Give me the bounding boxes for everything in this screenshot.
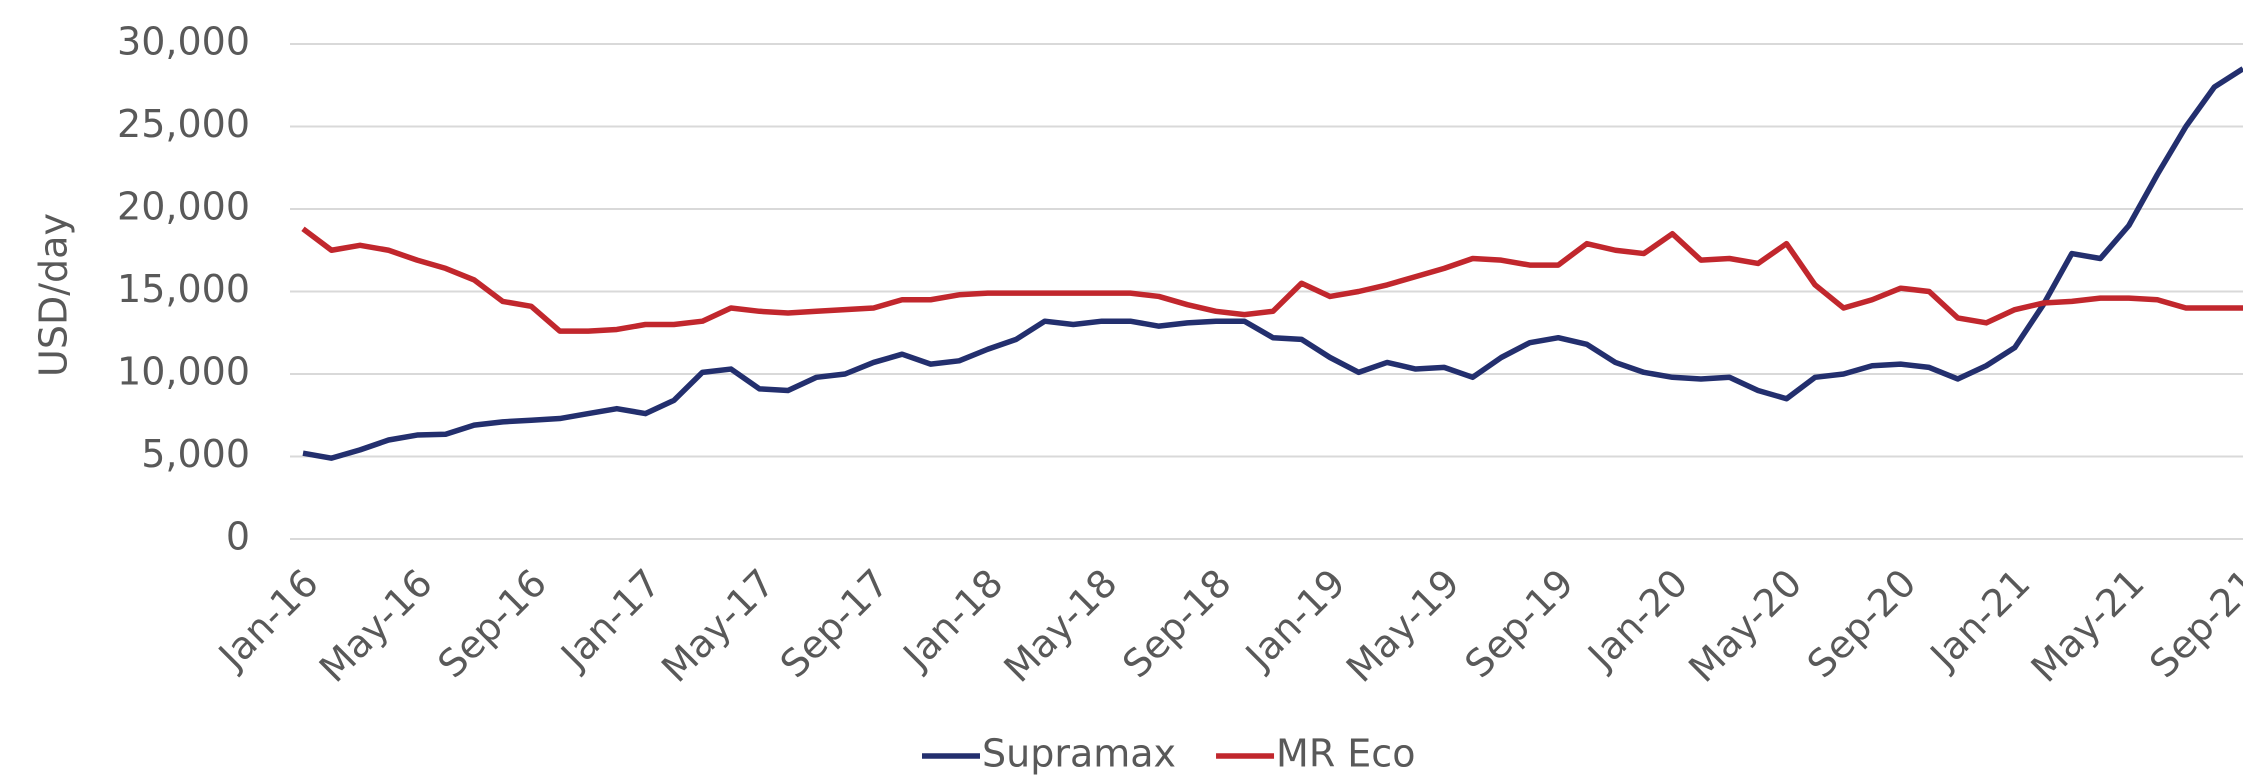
x-tick-label: Sep-17 xyxy=(772,561,898,687)
y-tick-label: 5,000 xyxy=(141,432,250,476)
x-tick-label: Sep-16 xyxy=(429,561,555,687)
y-axis-label: USD/day xyxy=(32,213,76,377)
x-tick-label: May-20 xyxy=(1680,561,1810,691)
line-series xyxy=(302,66,2243,461)
x-tick-label: Jan-20 xyxy=(1578,561,1696,679)
x-tick-label: Jan-19 xyxy=(1236,561,1354,679)
x-tick-label: Sep-18 xyxy=(1114,561,1240,687)
x-tick-label: May-18 xyxy=(996,561,1126,691)
x-tick-label: Jan-17 xyxy=(551,561,669,679)
x-tick-label: Sep-20 xyxy=(1799,561,1925,687)
x-tick-label: May-21 xyxy=(2023,561,2153,691)
x-tick-label: May-16 xyxy=(311,561,441,691)
y-tick-label: 15,000 xyxy=(117,267,250,311)
y-tick-label: 10,000 xyxy=(117,350,250,394)
x-tick-label: Jan-16 xyxy=(209,561,327,679)
y-tick-label: 25,000 xyxy=(117,102,250,146)
y-tick-label: 30,000 xyxy=(117,20,250,64)
x-tick-label: Sep-19 xyxy=(1456,561,1582,687)
legend-label: Supramax xyxy=(982,732,1176,776)
x-tick-label: Jan-21 xyxy=(1921,561,2039,679)
line-series xyxy=(301,226,2243,334)
x-tick-label: May-17 xyxy=(653,561,783,691)
x-tick-label: Sep-21 xyxy=(2141,561,2243,687)
x-tick-label: Jan-18 xyxy=(894,561,1012,679)
y-tick-label: 20,000 xyxy=(117,185,250,229)
y-tick-label: 0 xyxy=(226,515,250,559)
x-tick-label: May-19 xyxy=(1338,561,1468,691)
legend-label: MR Eco xyxy=(1276,732,1415,776)
